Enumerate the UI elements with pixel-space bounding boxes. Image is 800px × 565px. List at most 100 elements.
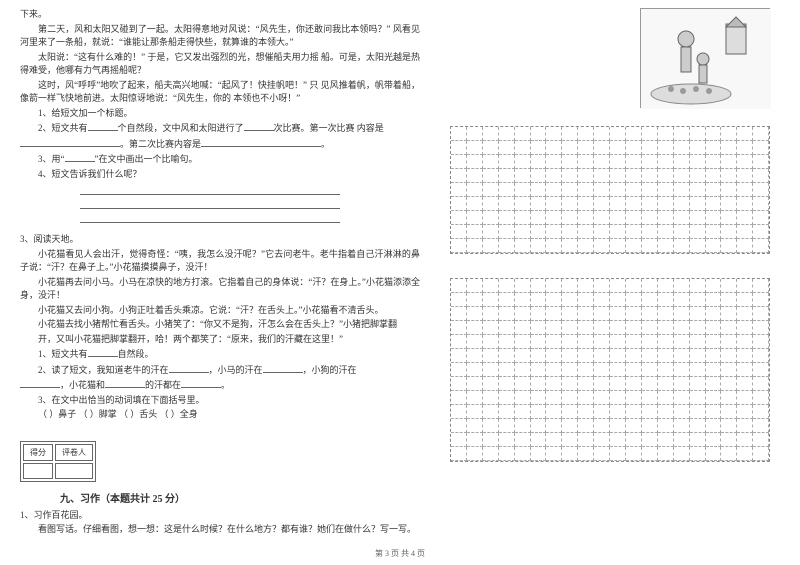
grid-cell[interactable]: [674, 225, 690, 239]
grid-cell[interactable]: [642, 169, 658, 183]
grid-cell[interactable]: [531, 197, 547, 211]
grid-cell[interactable]: [658, 307, 674, 321]
grid-cell[interactable]: [594, 155, 610, 169]
grid-cell[interactable]: [578, 169, 594, 183]
grid-cell[interactable]: [562, 169, 578, 183]
grid-cell[interactable]: [451, 211, 467, 225]
grid-cell[interactable]: [578, 405, 594, 419]
grid-cell[interactable]: [737, 419, 753, 433]
grid-cell[interactable]: [467, 127, 483, 141]
grid-cell[interactable]: [483, 419, 499, 433]
grid-cell[interactable]: [610, 225, 626, 239]
grid-cell[interactable]: [753, 239, 769, 253]
grid-cell[interactable]: [658, 419, 674, 433]
grid-cell[interactable]: [515, 293, 531, 307]
grid-cell[interactable]: [690, 183, 706, 197]
grid-cell[interactable]: [626, 391, 642, 405]
grid-cell[interactable]: [642, 391, 658, 405]
grid-cell[interactable]: [483, 433, 499, 447]
grid-cell[interactable]: [562, 279, 578, 293]
grid-cell[interactable]: [467, 293, 483, 307]
grid-cell[interactable]: [562, 127, 578, 141]
grid-cell[interactable]: [578, 433, 594, 447]
grid-cell[interactable]: [721, 321, 737, 335]
answer-line[interactable]: [80, 183, 340, 195]
grid-cell[interactable]: [753, 141, 769, 155]
grid-cell[interactable]: [531, 419, 547, 433]
grid-cell[interactable]: [562, 377, 578, 391]
grid-cell[interactable]: [562, 391, 578, 405]
grid-cell[interactable]: [690, 349, 706, 363]
grid-cell[interactable]: [642, 279, 658, 293]
grid-cell[interactable]: [674, 377, 690, 391]
blank-field[interactable]: [201, 137, 321, 147]
grid-cell[interactable]: [483, 211, 499, 225]
blank-field[interactable]: [65, 152, 95, 162]
grid-cell[interactable]: [515, 127, 531, 141]
grid-cell[interactable]: [706, 405, 722, 419]
grid-cell[interactable]: [626, 183, 642, 197]
grid-cell[interactable]: [562, 447, 578, 461]
grid-cell[interactable]: [658, 391, 674, 405]
grid-cell[interactable]: [499, 321, 515, 335]
grid-cell[interactable]: [578, 419, 594, 433]
grid-cell[interactable]: [531, 447, 547, 461]
grid-cell[interactable]: [737, 307, 753, 321]
grid-cell[interactable]: [658, 239, 674, 253]
grid-cell[interactable]: [515, 307, 531, 321]
grid-cell[interactable]: [546, 293, 562, 307]
grid-cell[interactable]: [546, 349, 562, 363]
grid-cell[interactable]: [706, 155, 722, 169]
grid-cell[interactable]: [451, 321, 467, 335]
grid-cell[interactable]: [531, 433, 547, 447]
grid-cell[interactable]: [546, 183, 562, 197]
grid-cell[interactable]: [578, 447, 594, 461]
grid-cell[interactable]: [467, 349, 483, 363]
grid-cell[interactable]: [610, 349, 626, 363]
grid-cell[interactable]: [642, 293, 658, 307]
grid-cell[interactable]: [626, 293, 642, 307]
grid-cell[interactable]: [737, 405, 753, 419]
grid-cell[interactable]: [737, 335, 753, 349]
blank-field[interactable]: [169, 363, 209, 373]
grid-cell[interactable]: [674, 197, 690, 211]
blank-field[interactable]: [181, 378, 221, 388]
grid-cell[interactable]: [626, 279, 642, 293]
grid-cell[interactable]: [626, 211, 642, 225]
grid-cell[interactable]: [594, 211, 610, 225]
grid-cell[interactable]: [753, 169, 769, 183]
blank-field[interactable]: [105, 378, 145, 388]
grid-cell[interactable]: [578, 183, 594, 197]
grid-cell[interactable]: [546, 239, 562, 253]
grid-cell[interactable]: [674, 447, 690, 461]
grid-cell[interactable]: [737, 363, 753, 377]
grid-cell[interactable]: [737, 239, 753, 253]
grid-cell[interactable]: [546, 447, 562, 461]
grid-cell[interactable]: [658, 169, 674, 183]
grid-cell[interactable]: [546, 307, 562, 321]
grid-cell[interactable]: [642, 433, 658, 447]
grid-cell[interactable]: [706, 363, 722, 377]
grid-cell[interactable]: [753, 335, 769, 349]
grid-cell[interactable]: [451, 307, 467, 321]
grid-cell[interactable]: [499, 293, 515, 307]
grid-cell[interactable]: [626, 239, 642, 253]
grid-cell[interactable]: [451, 433, 467, 447]
grid-cell[interactable]: [706, 293, 722, 307]
grid-cell[interactable]: [642, 377, 658, 391]
grid-cell[interactable]: [674, 141, 690, 155]
grid-cell[interactable]: [658, 405, 674, 419]
grid-cell[interactable]: [578, 211, 594, 225]
grid-cell[interactable]: [626, 405, 642, 419]
grid-cell[interactable]: [674, 307, 690, 321]
grid-cell[interactable]: [674, 127, 690, 141]
grid-cell[interactable]: [658, 293, 674, 307]
grid-cell[interactable]: [674, 363, 690, 377]
grid-cell[interactable]: [690, 391, 706, 405]
grid-cell[interactable]: [515, 239, 531, 253]
grid-cell[interactable]: [499, 307, 515, 321]
grid-cell[interactable]: [467, 307, 483, 321]
grid-cell[interactable]: [721, 405, 737, 419]
grid-cell[interactable]: [515, 225, 531, 239]
grid-cell[interactable]: [451, 141, 467, 155]
